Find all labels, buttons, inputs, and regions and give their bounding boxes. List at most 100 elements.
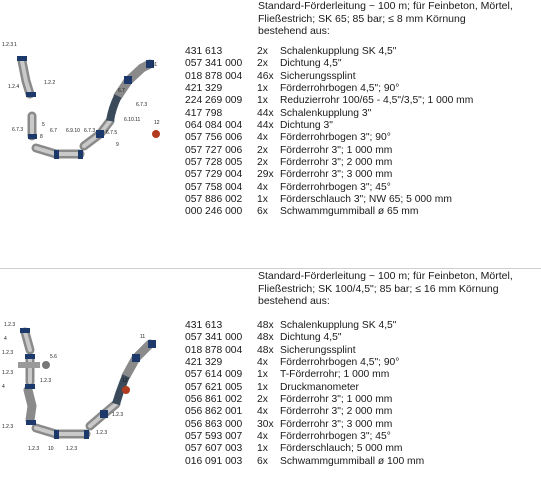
part-number: 057 607 003	[185, 443, 243, 455]
drawing-label: 11	[140, 334, 145, 340]
part-number: 000 246 000	[185, 206, 243, 218]
part-description: Förderrohr 3"; 2 000 mm	[280, 157, 393, 169]
part-quantity: 1x	[257, 95, 268, 107]
part-row: 016 091 003 6x Schwammgummiball ø 100 mm	[185, 456, 424, 468]
drawing-label: 1.2.3	[2, 424, 13, 430]
part-quantity: 48x	[257, 344, 274, 356]
section-heading: Standard-Förderleitung ~ 100 m; für Fein…	[258, 270, 541, 308]
part-quantity: 2x	[257, 46, 268, 57]
heading-line: Fließestrich; SK 65; 85 bar; ≤ 8 mm Körn…	[258, 12, 466, 25]
part-number: 056 862 001	[185, 406, 243, 418]
part-quantity: 4x	[257, 431, 268, 443]
part-description: Schwammgummiball ø 65 mm	[280, 206, 419, 218]
part-quantity: 30x	[257, 418, 274, 430]
parts-list: 431 613 48x Schalenkupplung SK 4,5" 057 341…	[185, 320, 424, 468]
t-pipe-shape	[18, 362, 40, 368]
part-number: 421 329	[185, 357, 223, 369]
part-number: 064 084 004	[185, 120, 243, 132]
part-row: 057 341 000 48x Dichtung 4,5"	[185, 332, 424, 344]
part-number: 057 621 005	[185, 381, 243, 393]
part-number: 057 756 006	[185, 132, 243, 144]
drawing-label: 10	[48, 446, 54, 452]
part-number: 057 593 007	[185, 431, 243, 443]
part-description: Förderrohrbogen 4,5"; 90°	[280, 83, 400, 95]
part-quantity: 4x	[257, 181, 268, 193]
part-quantity: 2x	[257, 394, 268, 406]
part-quantity: 4x	[257, 132, 268, 144]
part-row: 057 758 004 4x Förderrohrbogen 3"; 45°	[185, 182, 473, 194]
part-row: 057 728 005 2x Förderrohr 3"; 2 000 mm	[185, 157, 473, 169]
part-description: Förderrohr 3"; 1 000 mm	[280, 394, 393, 406]
drawing-label: 9	[116, 142, 119, 148]
drawing-label: 8	[40, 134, 43, 140]
heading-line: Fließestrich; SK 100/4,5"; 85 bar; ≤ 16 …	[258, 282, 499, 295]
part-description: Reduzierrohr 100/65 - 4,5"/3,5"; 1 000 m…	[280, 95, 474, 107]
part-number: 057 341 000	[185, 58, 243, 70]
part-quantity: 4x	[257, 357, 268, 369]
pipeline-set-section-2: Standard-Förderleitung ~ 100 m; für Fein…	[0, 270, 541, 482]
heading-line: bestehend aus:	[258, 25, 330, 37]
part-row: 018 878 004 46x Sicherungssplint	[185, 71, 473, 83]
part-number: 016 091 003	[185, 455, 243, 467]
sponge-ball	[152, 130, 160, 138]
part-number: 057 729 004	[185, 169, 243, 181]
part-row: 421 329 1x Förderrohrbogen 4,5"; 90°	[185, 83, 473, 95]
part-number: 057 886 002	[185, 194, 243, 206]
heading-line: Standard-Förderleitung ~ 100 m; für Fein…	[258, 270, 513, 282]
part-number: 431 613	[185, 320, 223, 331]
hose-shape	[112, 374, 130, 406]
part-row: 056 862 001 4x Förderrohr 3"; 2 000 mm	[185, 406, 424, 418]
part-row: 057 341 000 2x Dichtung 4,5"	[185, 58, 473, 70]
part-description: Förderrohr 3"; 1 000 mm	[280, 144, 393, 156]
drawing-label: 6.7.3	[84, 128, 95, 134]
hose-shape	[106, 94, 122, 122]
part-description: Schalenkupplung 3"	[280, 107, 372, 119]
part-description: Förderrohrbogen 3"; 90°	[280, 132, 391, 144]
pipeline-drawing-2: 1.2.3 4 1.2.3 5.6 1.2.3 4 1.2.3 1.2.3 1.…	[2, 322, 156, 452]
part-number: 057 727 006	[185, 144, 243, 156]
part-number: 057 758 004	[185, 181, 243, 193]
drawing-label: 1.2.3	[2, 350, 13, 356]
part-quantity: 1x	[257, 369, 268, 381]
drawing-label: 1.2.4	[8, 84, 19, 90]
part-row: 057 607 003 1x Förderschlauch; 5 000 mm	[185, 443, 424, 455]
drawing-label: 5.6	[50, 354, 57, 360]
pipeline-set-section-1: Standard-Förderleitung ~ 100 m; für Fein…	[2, 0, 541, 218]
part-description: Förderschlauch 3"; NW 65; 5 000 mm	[280, 194, 452, 206]
drawing-label: 6.7.5	[106, 130, 117, 136]
part-row: 417 798 44x Schalenkupplung 3"	[185, 108, 473, 120]
drawing-label: 6.9.10	[66, 128, 80, 134]
part-number: 057 614 009	[185, 369, 243, 381]
part-row: 056 863 000 30x Förderrohr 3"; 3 000 mm	[185, 419, 424, 431]
part-number: 057 341 000	[185, 332, 243, 344]
part-description: Druckmanometer	[280, 381, 359, 393]
drawing-label: 1.2.3	[4, 322, 15, 328]
part-row: 224 269 009 1x Reduzierrohr 100/65 - 4,5"/…	[185, 95, 473, 107]
part-quantity: 48x	[257, 320, 274, 331]
part-description: T-Förderrohr; 1 000 mm	[280, 369, 390, 381]
section-heading: Standard-Förderleitung ~ 100 m; für Fein…	[258, 0, 541, 38]
part-row: 057 614 009 1x T-Förderrohr; 1 000 mm	[185, 369, 424, 381]
part-number: 018 878 004	[185, 70, 243, 82]
part-number: 057 728 005	[185, 157, 243, 169]
part-number: 018 878 004	[185, 344, 243, 356]
heading-line: bestehend aus:	[258, 295, 330, 307]
part-row: 057 621 005 1x Druckmanometer	[185, 382, 424, 394]
part-row: 056 861 002 2x Förderrohr 3"; 1 000 mm	[185, 394, 424, 406]
drawing-label: 11	[152, 62, 157, 68]
part-row: 431 613 48x Schalenkupplung SK 4,5"	[185, 320, 424, 332]
part-quantity: 48x	[257, 332, 274, 344]
part-quantity: 46x	[257, 70, 274, 82]
part-description: Förderrohrbogen 4,5"; 90°	[280, 357, 400, 369]
drawing-label: 12	[122, 378, 128, 384]
part-row: 421 329 4x Förderrohrbogen 4,5"; 90°	[185, 357, 424, 369]
part-quantity: 2x	[257, 58, 268, 70]
drawing-label: 1.2.3	[96, 430, 107, 436]
drawing-label: 1.2.3	[112, 412, 123, 418]
part-quantity: 44x	[257, 107, 274, 119]
part-row: 057 593 007 4x Förderrohrbogen 3"; 45°	[185, 431, 424, 443]
part-row: 018 878 004 48x Sicherungssplint	[185, 345, 424, 357]
drawing-label: 6.10.11	[124, 117, 141, 123]
part-description: Förderrohrbogen 3"; 45°	[280, 431, 391, 443]
part-description: Förderschlauch; 5 000 mm	[280, 443, 403, 455]
